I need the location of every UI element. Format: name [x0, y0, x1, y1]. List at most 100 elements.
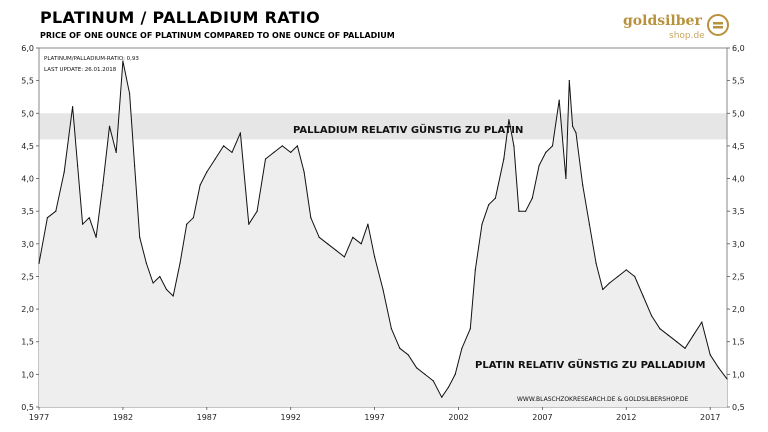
data-point	[572, 125, 574, 127]
y-tick-label-right: 2,0	[732, 305, 745, 314]
data-point	[474, 269, 476, 271]
data-point	[407, 354, 409, 356]
data-point	[72, 106, 74, 108]
y-tick-label-left: 1,0	[21, 370, 34, 379]
x-tick-label: 1987	[197, 413, 217, 422]
data-point	[551, 145, 554, 147]
brand-logo[interactable]: goldsilber shop.de	[623, 13, 729, 47]
data-point	[531, 197, 533, 199]
data-point	[152, 282, 154, 284]
data-point	[582, 184, 584, 186]
data-point	[432, 380, 434, 382]
y-tick-label-left: 5,0	[21, 109, 34, 118]
data-point	[508, 119, 510, 121]
y-tick-label-right: 0,5	[732, 403, 745, 412]
x-tick-label: 2012	[616, 413, 636, 422]
data-point	[206, 171, 208, 173]
data-point	[303, 171, 305, 173]
data-point	[709, 354, 711, 356]
x-tick-label: 2017	[700, 413, 720, 422]
last-update-note: LAST UPDATE: 26.01.2018	[44, 67, 117, 73]
data-point	[625, 269, 627, 271]
y-tick-label-right: 4,0	[732, 175, 745, 184]
data-point	[494, 197, 496, 199]
data-point	[513, 145, 515, 147]
data-point	[634, 275, 636, 278]
data-point	[692, 334, 695, 336]
data-point	[360, 243, 362, 245]
chart-subtitle: PRICE OF ONE OUNCE OF PLATINUM COMPARED …	[40, 31, 395, 40]
data-point	[558, 99, 560, 101]
data-point	[588, 223, 591, 225]
x-tick-label: 2007	[532, 413, 552, 422]
data-point	[343, 256, 345, 258]
data-point	[296, 145, 298, 147]
source-credit: WWW.BLASCHZOKRESEARCH.DE & GOLDSILBERSHO…	[517, 396, 689, 403]
data-point	[565, 177, 567, 180]
data-point	[172, 295, 174, 297]
data-point	[488, 204, 490, 206]
data-point	[38, 262, 40, 264]
data-point	[199, 184, 201, 186]
data-point	[676, 341, 678, 343]
data-point	[667, 334, 669, 336]
data-point	[223, 145, 225, 147]
data-point	[416, 367, 418, 369]
y-tick-label-left: 6,0	[21, 44, 34, 53]
upper-band-annotation: PALLADIUM RELATIV GÜNSTIG ZU PLATIN	[293, 122, 523, 136]
data-point	[139, 236, 141, 238]
data-point	[318, 236, 320, 238]
data-point	[503, 158, 505, 160]
x-tick-label: 2002	[448, 413, 468, 422]
x-tick-label: 1982	[113, 413, 133, 422]
data-point	[538, 164, 540, 167]
data-point	[159, 275, 161, 278]
y-tick-label-left: 3,5	[21, 207, 34, 216]
data-point	[273, 151, 275, 153]
data-point	[608, 282, 611, 284]
y-tick-label-left: 2,0	[21, 305, 34, 314]
data-point	[95, 236, 97, 238]
data-point	[650, 315, 653, 317]
data-point	[469, 328, 471, 330]
data-point	[352, 236, 354, 238]
data-point	[63, 171, 65, 173]
data-point	[55, 210, 57, 212]
y-tick-label-left: 3,0	[21, 240, 34, 249]
data-point	[256, 210, 258, 212]
data-point	[568, 80, 570, 82]
data-point	[77, 164, 79, 167]
data-point	[102, 184, 104, 186]
data-point	[575, 132, 577, 134]
y-tick-label-right: 6,0	[732, 44, 745, 53]
y-tick-label-right: 2,5	[732, 272, 745, 281]
data-point	[441, 396, 443, 398]
y-tick-label-right: 5,0	[732, 109, 745, 118]
data-point	[248, 223, 250, 225]
y-tick-label-right: 3,0	[732, 240, 745, 249]
data-point	[726, 378, 728, 380]
data-point	[684, 347, 686, 349]
y-tick-label-right: 4,5	[732, 142, 745, 151]
data-point	[231, 151, 233, 153]
data-point	[461, 347, 463, 349]
data-point	[424, 373, 426, 375]
data-point	[134, 164, 136, 167]
data-point	[718, 367, 720, 369]
data-point	[327, 243, 329, 245]
data-point	[310, 217, 312, 219]
data-point	[108, 125, 111, 127]
data-point	[88, 217, 90, 219]
x-tick-label: 1997	[364, 413, 384, 422]
data-point	[115, 151, 117, 153]
data-point	[545, 151, 547, 153]
data-point	[447, 386, 449, 388]
series-area	[39, 61, 727, 407]
y-tick-label-right: 1,5	[732, 338, 745, 347]
data-point	[399, 347, 401, 349]
data-point	[518, 210, 520, 212]
data-point	[390, 328, 392, 330]
x-tick-label: 1977	[29, 413, 49, 422]
data-point	[82, 223, 84, 225]
